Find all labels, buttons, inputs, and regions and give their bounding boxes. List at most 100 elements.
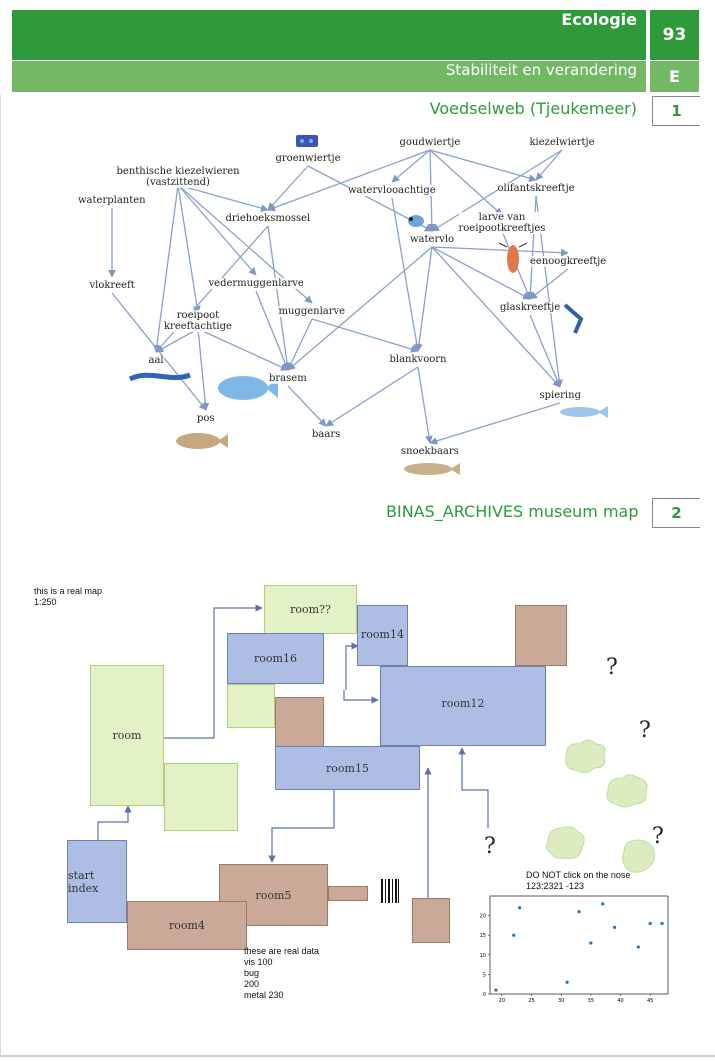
room-unknown[interactable]: room?? [264, 585, 357, 634]
cloud-2 [606, 774, 648, 808]
connector-room14 [345, 642, 359, 690]
brown-block-mid [275, 697, 324, 747]
foodweb-arrow-brasem-baars [287, 385, 327, 427]
x-tick-label: 45 [647, 998, 653, 1004]
foodweb-arrow-kiezelwiertje-olifantskreeftje [535, 149, 563, 181]
foodweb-node-spiering: spiering [539, 389, 581, 401]
foodweb-node-roeipoot: roeipoot kreeftachtige [164, 310, 232, 332]
green-block-lower [164, 763, 238, 831]
connector-start-room [97, 805, 132, 840]
foodweb-arrow-muggenlarve-blankvoorn [311, 318, 419, 353]
foodweb-node-groenwiertje: groenwiertje [275, 152, 341, 164]
foodweb-diagram [108, 135, 608, 475]
foodweb-arrow-roeipoot-pos [197, 328, 210, 411]
connector-room-roomq [164, 604, 263, 739]
perch-icon [176, 433, 228, 449]
room16[interactable]: room16 [227, 633, 324, 684]
scatter-point [648, 921, 652, 926]
scatter-point [589, 941, 593, 945]
foodweb-arrow-driehoeksmossel-brasem [267, 225, 291, 371]
scatter-point [518, 906, 522, 910]
y-tick-label: 5 [483, 972, 486, 978]
foodweb-arrow-eenoogkreeftje-glaskreeftje [529, 268, 569, 300]
foodweb-arrow-watervlo-blankvoorn [415, 246, 433, 352]
green-alga-icon [296, 135, 318, 147]
start-index[interactable]: start index [67, 840, 127, 923]
foodweb-arrow-watervlo-glaskreeftje [431, 246, 531, 300]
foodweb-arrow-blankvoorn-baars [325, 366, 419, 427]
foodweb-arrow-roeipoot-brasem [197, 328, 289, 371]
scatter-point [613, 925, 617, 929]
room15[interactable]: room15 [275, 746, 420, 790]
room4[interactable]: room4 [127, 901, 247, 950]
page-number: 93 [650, 10, 699, 60]
room-main[interactable]: room [90, 665, 164, 806]
scatter-point [636, 945, 640, 949]
foodweb-arrow-goudwiertje-larve [429, 149, 503, 216]
section2-number: 2 [652, 498, 700, 528]
foodweb-arrow-roeipoot-aal [155, 328, 199, 353]
nose-warning: DO NOT click on the nose 123:2321 -123 [526, 870, 631, 891]
foodweb-node-vedermuggenlarve: vedermuggenlarve [208, 277, 304, 289]
foodweb-node-kiezelwiertje: kiezelwiertje [529, 136, 595, 148]
y-tick-label: 0 [483, 992, 486, 998]
smelt-icon [560, 406, 608, 418]
room14[interactable]: room14 [357, 605, 408, 666]
foodweb-node-baars: baars [312, 428, 341, 440]
connector-to-room12 [458, 747, 489, 828]
scale-note: this is a real map 1:250 [34, 586, 103, 607]
x-tick-label: 20 [499, 998, 505, 1004]
foodweb-node-benthisch: benthische kiezelwieren (vastzittend) [116, 166, 240, 188]
foodweb-arrow-benthisch-vedermuggenlarve [177, 184, 257, 276]
foodweb-arrow-vedermuggenlarve-brasem [255, 290, 289, 371]
foodweb-arrow-goudwiertje-driehoeksmossel [267, 149, 431, 212]
foodweb-arrow-blankvoorn-snoekbaars [417, 366, 433, 444]
foodweb-node-vlokreeft: vlokreeft [89, 279, 135, 291]
cloud-1 [565, 739, 606, 774]
scatter-point [577, 910, 581, 914]
foodweb-arrow-benthisch-roeipoot [177, 184, 201, 314]
foodweb-arrow-goudwiertje-olifantskreeftje [429, 149, 537, 182]
brown-block-top [515, 605, 567, 666]
x-tick-label: 25 [528, 998, 534, 1004]
question-mark-3: ? [652, 824, 664, 849]
y-tick-label: 10 [480, 953, 486, 959]
foodweb-arrow-watervlo-eenoogkreeftje [431, 246, 569, 257]
foodweb-arrow-glaskreeftje-spiering [529, 314, 561, 388]
room12[interactable]: room12 [380, 666, 546, 746]
foodweb-node-glaskreeftje: glaskreeftje [500, 301, 561, 313]
chapter-title: Ecologie [561, 10, 637, 29]
foodweb-node-pos: pos [197, 412, 215, 424]
foodweb-arrow-watervlooachtige-blankvoorn [391, 197, 421, 352]
x-tick-label: 40 [617, 998, 623, 1004]
scatter-point [565, 980, 569, 984]
x-tick-label: 35 [588, 998, 594, 1004]
header-bar [12, 10, 646, 60]
foodweb-arrow-kiezelwiertje-watervlo [431, 149, 563, 232]
pikeperch-icon [404, 463, 460, 475]
foodweb-arrow-muggenlarve-brasem [287, 318, 313, 371]
foodweb-node-blankvoorn: blankvoorn [389, 353, 447, 365]
water-flea-icon [408, 215, 424, 227]
corridor-room5 [328, 886, 368, 901]
copepod-icon [498, 242, 528, 273]
question-mark-4: ? [484, 834, 496, 859]
x-tick-label: 30 [558, 998, 564, 1004]
foodweb-node-driehoeksmossel: driehoeksmossel [225, 212, 311, 224]
cloud-3 [545, 826, 585, 859]
eel-icon [128, 372, 191, 382]
green-block-annex [227, 684, 275, 728]
foodweb-node-muggenlarve: muggenlarve [278, 305, 346, 317]
foodweb-arrow-benthisch-aal [153, 184, 179, 353]
question-mark-2: ? [639, 718, 651, 743]
foodweb-arrow-watervlo-spiering [431, 246, 561, 388]
foodweb-node-goudwiertje: goudwiertje [399, 136, 461, 148]
foodweb-arrow-groenwiertje-driehoeksmossel [267, 165, 309, 211]
y-tick-label: 15 [480, 933, 486, 939]
question-mark-1: ? [606, 655, 618, 680]
foodweb-arrow-benthisch-driehoeksmossel [177, 184, 269, 212]
foodweb-node-aal: aal [148, 354, 164, 366]
foodweb-node-brasem: brasem [269, 372, 307, 384]
foodweb-node-watervlo: watervlo [410, 233, 455, 245]
connector-room12 [343, 690, 379, 704]
